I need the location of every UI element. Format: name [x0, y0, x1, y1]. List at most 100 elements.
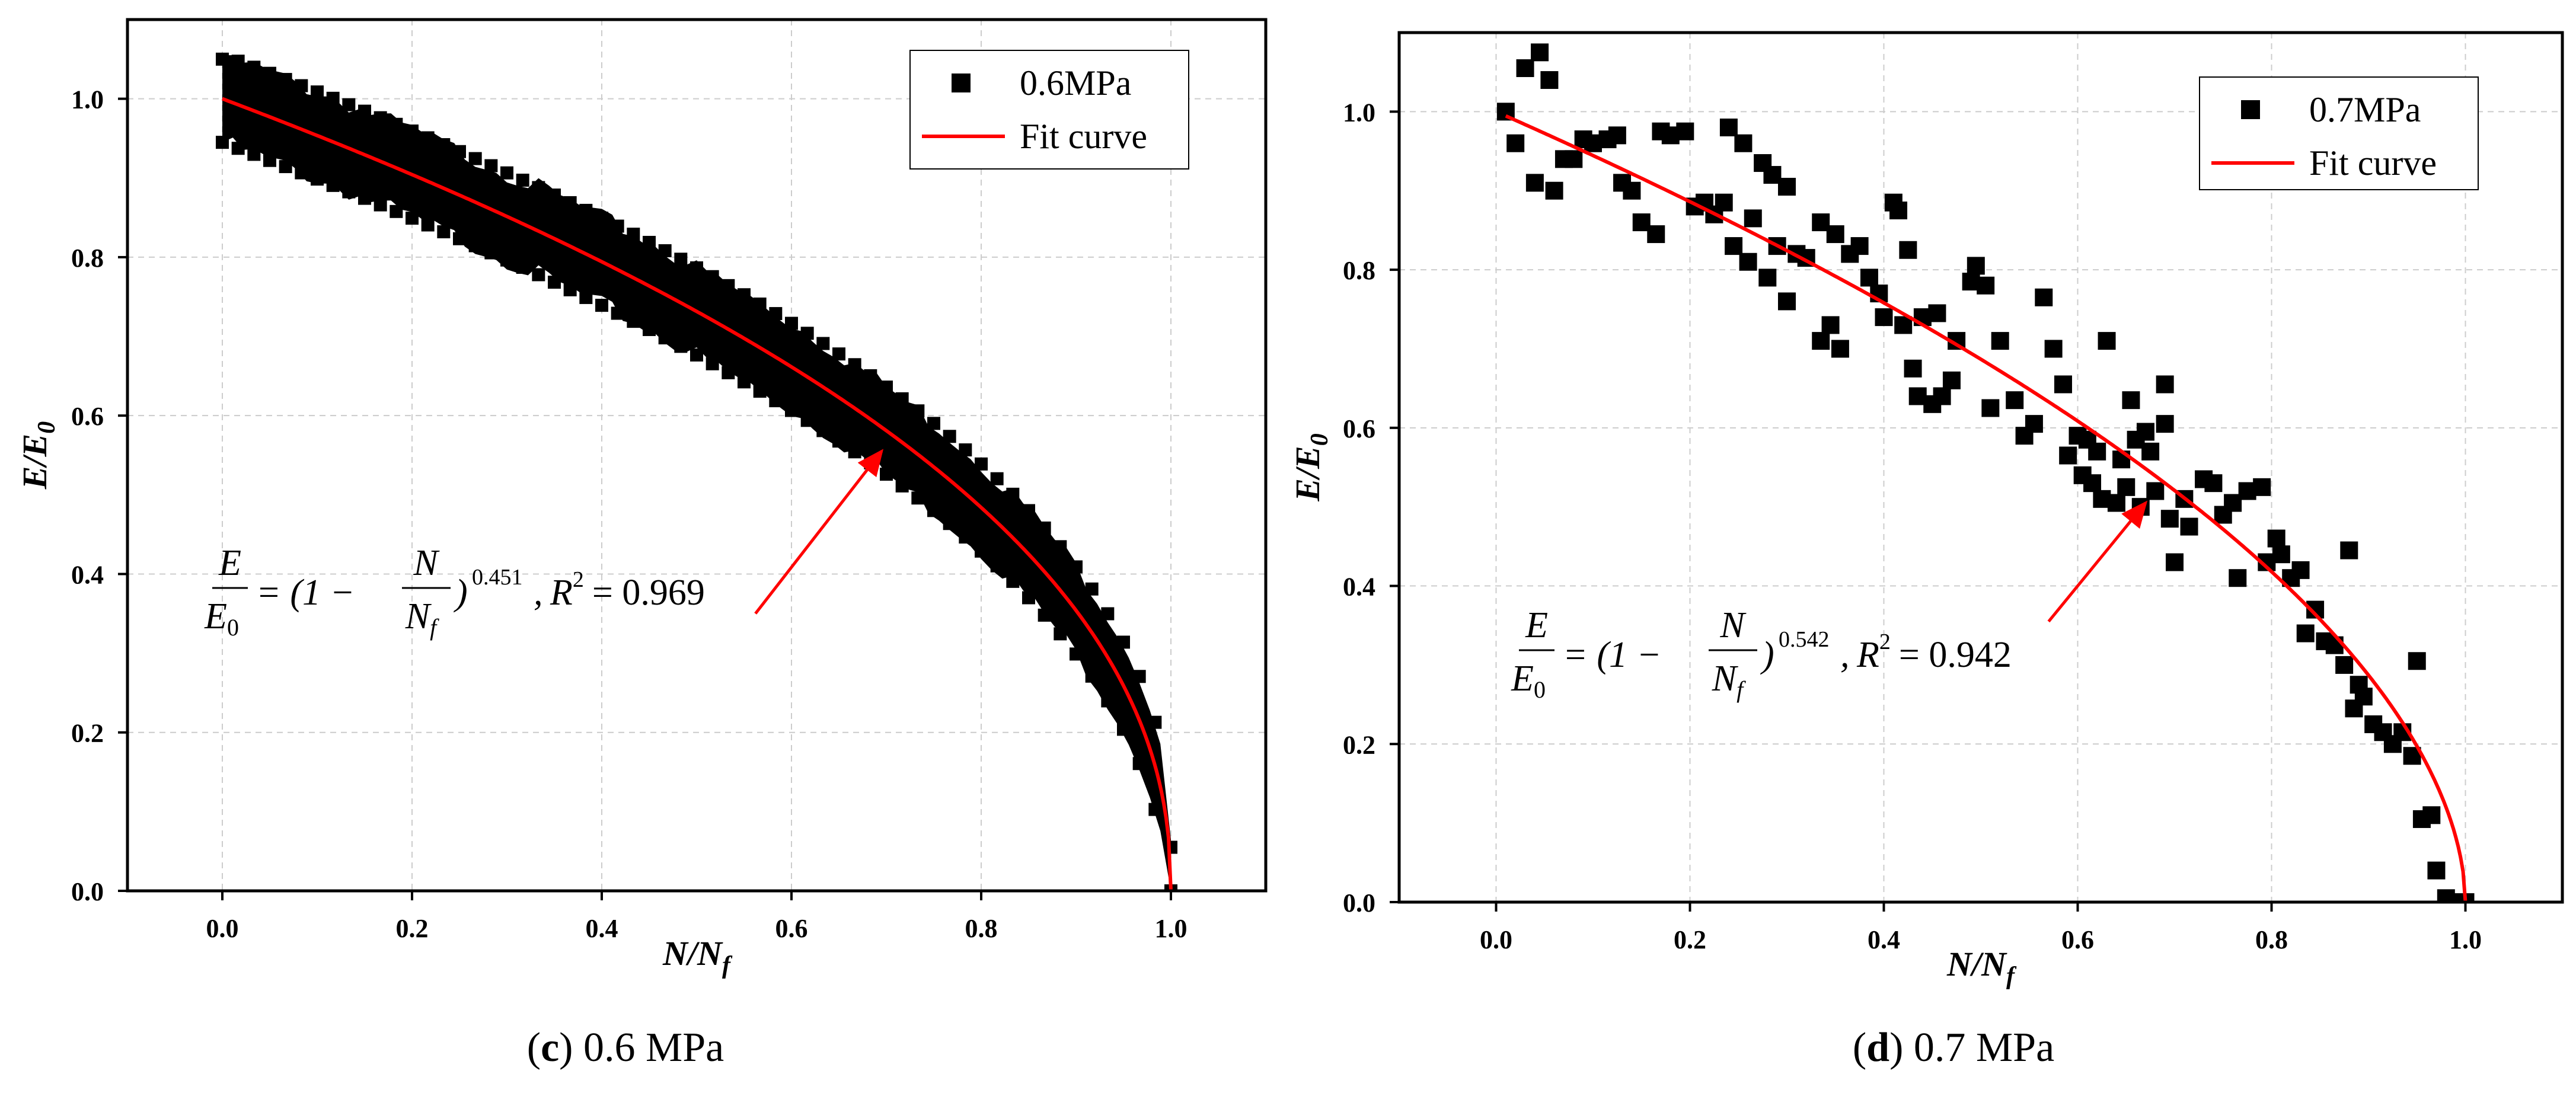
eq-r: R	[1856, 635, 1879, 675]
y-axis-label: E/E0	[1288, 433, 1333, 502]
data-point	[1715, 193, 1733, 212]
panel-caption-text: 0.7 MPa	[1914, 1025, 2054, 1070]
eq-frac-denominator: Nf	[1712, 659, 1746, 703]
data-point	[2166, 553, 2184, 571]
data-point	[1860, 268, 1878, 287]
y-tick-label: 0.4	[1343, 573, 1375, 602]
data-point	[279, 73, 292, 87]
data-point	[1991, 332, 2009, 350]
data-point	[2267, 529, 2285, 548]
data-point	[658, 331, 672, 345]
eq-r-squared: R2 = 0.969	[550, 567, 705, 613]
y-tick-label: 0.0	[1343, 888, 1375, 918]
data-point	[800, 327, 814, 340]
data-point	[848, 358, 861, 372]
data-point	[295, 166, 308, 180]
y-axis-label-main: E/E	[1288, 446, 1327, 502]
data-point	[1850, 237, 1869, 255]
x-tick-label: 0.6	[775, 914, 808, 943]
x-tick-label: 0.0	[1480, 925, 1512, 954]
data-point	[468, 152, 482, 165]
data-point	[2160, 510, 2179, 528]
data-point	[437, 138, 451, 152]
data-point	[832, 347, 845, 361]
data-point	[1889, 202, 1908, 220]
data-point	[311, 172, 324, 186]
eq-exponent: 0.542	[1779, 627, 1830, 652]
y-tick-label: 0.8	[1343, 256, 1375, 285]
legend-marker-swatch	[952, 73, 971, 92]
data-point	[674, 252, 688, 266]
data-point	[738, 288, 751, 302]
data-point	[216, 136, 229, 149]
x-axis-label-main: N/N	[662, 934, 723, 973]
data-point	[816, 424, 830, 437]
eq-lhs-numerator: E	[1525, 605, 1548, 645]
data-point	[1054, 540, 1067, 554]
data-point	[358, 191, 371, 205]
series-band-0.6MPa	[222, 55, 1171, 891]
data-point	[2180, 517, 2198, 536]
data-point	[2340, 541, 2358, 560]
y-tick-label: 0.6	[71, 402, 104, 431]
data-point	[1647, 225, 1665, 244]
data-point	[1933, 387, 1951, 405]
data-point	[595, 212, 608, 225]
data-point	[342, 185, 356, 199]
legend-marker-swatch	[2241, 100, 2260, 119]
data-point	[1132, 757, 1146, 771]
eq-comma: ,	[534, 573, 543, 613]
data-point	[358, 104, 371, 118]
data-point	[1734, 134, 1753, 152]
data-point	[1148, 803, 1162, 816]
data-point	[1101, 607, 1115, 621]
panel-caption: (c) 0.6 MPa	[527, 1025, 724, 1070]
data-point	[1899, 241, 1917, 259]
data-point	[785, 404, 798, 417]
plot-frame	[1397, 31, 2564, 904]
data-point	[1516, 59, 1534, 78]
eq-frac-den-sub: f	[430, 614, 439, 641]
eq-lhs-den-sub: 0	[227, 614, 239, 641]
y-axis-label: E/E0	[15, 421, 60, 490]
eq-frac-den-sub: f	[1737, 676, 1746, 703]
eq-close-paren: )	[1760, 635, 1774, 675]
data-point	[2272, 545, 2290, 564]
data-point	[563, 196, 577, 209]
panel-caption: (d) 0.7 MPa	[1853, 1025, 2054, 1070]
data-point	[2427, 861, 2446, 880]
data-point	[658, 244, 672, 258]
data-point	[311, 85, 324, 99]
eq-r-sup: 2	[573, 567, 584, 592]
data-point	[2296, 624, 2315, 642]
data-point	[1739, 252, 1757, 271]
data-point	[722, 279, 735, 292]
data-point	[1545, 181, 1563, 200]
data-point	[1725, 237, 1743, 255]
data-point	[1525, 174, 1544, 192]
data-point	[1758, 268, 1777, 287]
data-point	[2156, 375, 2174, 394]
eq-r: R	[550, 573, 573, 613]
data-point	[1942, 371, 1961, 389]
data-point	[911, 491, 925, 505]
data-point	[406, 124, 419, 138]
data-point	[864, 369, 877, 382]
data-point	[2141, 442, 2160, 461]
chart-panel-c: 0.0 0.2 0.4 0.6 0.8 1.00.00.20.40.60.81.0N/Nf…	[15, 18, 1268, 1070]
data-point	[2098, 332, 2116, 350]
data-point	[263, 66, 276, 80]
data-point	[722, 366, 735, 379]
eq-lhs-numerator: E	[218, 543, 241, 583]
data-point	[753, 298, 767, 311]
x-tick-label: 1.0	[2449, 925, 2482, 954]
x-axis-label-sub: f	[722, 952, 733, 979]
data-point	[2253, 478, 2271, 496]
legend-label: Fit curve	[2309, 143, 2437, 183]
data-point	[1967, 257, 1985, 275]
y-axis-label-sub: 0	[1306, 433, 1333, 446]
data-point	[643, 322, 656, 336]
data-point	[990, 559, 1004, 573]
data-point	[548, 188, 561, 202]
